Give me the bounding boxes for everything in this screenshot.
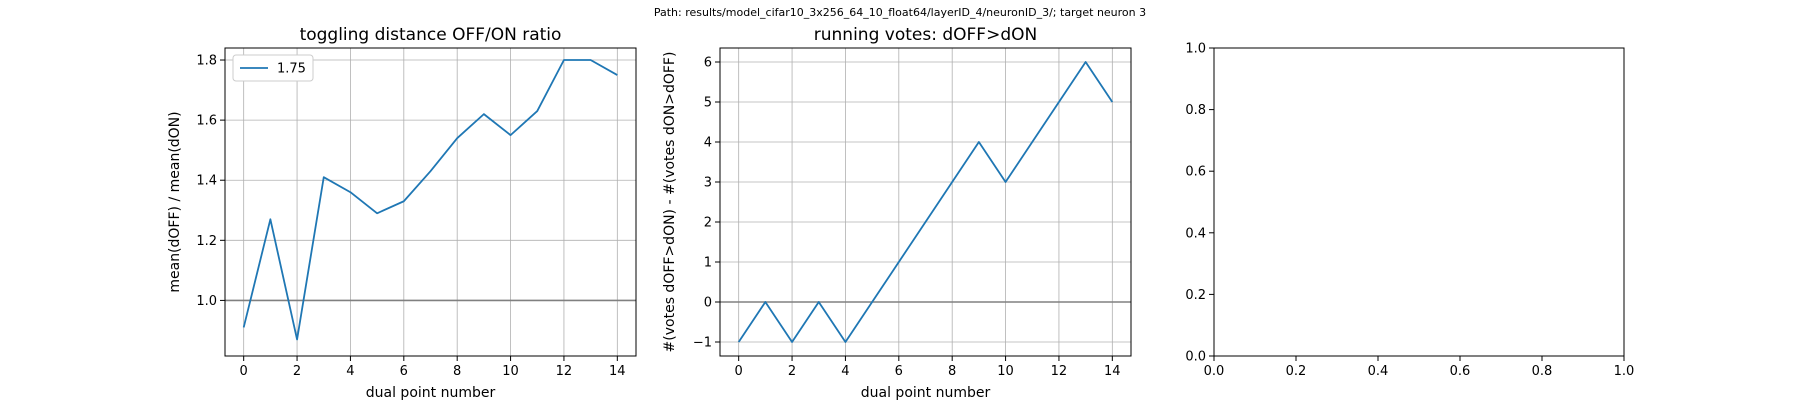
y-tick-label: 1.8 <box>196 54 217 69</box>
figure-suptitle: Path: results/model_cifar10_3x256_64_10_… <box>654 6 1146 19</box>
ratio-x-axis-label: dual point number <box>366 385 496 400</box>
x-tick-label: 0.4 <box>1368 364 1389 379</box>
y-tick-label: 1.0 <box>1185 42 1206 57</box>
x-tick-label: 0.6 <box>1450 364 1471 379</box>
ratio-axes-frame <box>224 47 637 357</box>
x-tick-label: 0 <box>735 364 743 379</box>
votes-grid <box>720 48 1131 356</box>
x-tick-label: 1.0 <box>1614 364 1635 379</box>
empty-chart-panel: 0.0 0.2 0.4 0.6 0.8 1.0 0.0 0.2 0.4 0.6 0.8 1.0 <box>1185 42 1634 380</box>
x-tick-label: 8 <box>453 364 461 379</box>
legend-entry-label: 1.75 <box>277 62 306 77</box>
y-tick-label: 0.6 <box>1185 165 1206 180</box>
x-tick-label: 0.2 <box>1286 364 1307 379</box>
y-tick-label: 3 <box>704 176 712 191</box>
ratio-series-line <box>242 59 618 341</box>
x-tick-label: 4 <box>346 364 354 379</box>
ratio-legend: 1.75 <box>232 54 314 82</box>
y-tick-label: 0 <box>704 296 712 311</box>
y-tick-label: 4 <box>704 136 712 151</box>
x-tick-label: 6 <box>895 364 903 379</box>
y-tick-label: 1.0 <box>196 294 217 309</box>
x-tick-label: 10 <box>502 364 519 379</box>
x-tick-label: 12 <box>1051 364 1068 379</box>
ratio-chart-title: toggling distance OFF/ON ratio <box>300 25 562 45</box>
y-tick-label: 0.8 <box>1185 103 1206 118</box>
x-tick-label: 2 <box>293 364 301 379</box>
x-tick-label: 0.8 <box>1532 364 1553 379</box>
x-tick-label: 10 <box>997 364 1014 379</box>
votes-x-axis-label: dual point number <box>861 385 991 400</box>
votes-axes-frame <box>719 47 1132 357</box>
votes-chart-title: running votes: dOFF>dON <box>814 25 1037 45</box>
x-tick-label: 4 <box>841 364 849 379</box>
y-tick-label: −1 <box>693 336 712 351</box>
votes-y-axis-label: #(votes dOFF>dON) - #(votes dON>dOFF) <box>662 52 678 353</box>
y-tick-label: 2 <box>704 216 712 231</box>
empty-axes-frame <box>1213 47 1625 357</box>
y-tick-label: 1.4 <box>196 174 217 189</box>
x-tick-label: 2 <box>788 364 796 379</box>
legend-box <box>232 54 314 82</box>
votes-series-line <box>737 61 1114 343</box>
x-tick-label: 0 <box>240 364 248 379</box>
x-tick-label: 14 <box>609 364 626 379</box>
x-tick-label: 14 <box>1104 364 1121 379</box>
x-tick-label: 12 <box>556 364 573 379</box>
y-tick-label: 0.4 <box>1185 226 1206 241</box>
ratio-grid <box>225 48 636 356</box>
y-tick-label: 5 <box>704 96 712 111</box>
y-tick-label: 1.2 <box>196 234 217 249</box>
x-tick-label: 6 <box>400 364 408 379</box>
y-tick-label: 1 <box>704 256 712 271</box>
y-tick-label: 6 <box>704 56 712 71</box>
x-tick-label: 0.0 <box>1204 364 1225 379</box>
ratio-chart-panel: 0 2 4 6 8 10 12 14 1.0 1.2 1.4 1.6 1.8 toggling dista… <box>167 25 637 400</box>
y-tick-label: 0.2 <box>1185 288 1206 303</box>
x-tick-label: 8 <box>948 364 956 379</box>
y-tick-label: 0.0 <box>1185 350 1206 365</box>
ratio-y-axis-label: mean(dOFF) / mean(dON) <box>167 111 183 292</box>
y-tick-label: 1.6 <box>196 114 217 129</box>
